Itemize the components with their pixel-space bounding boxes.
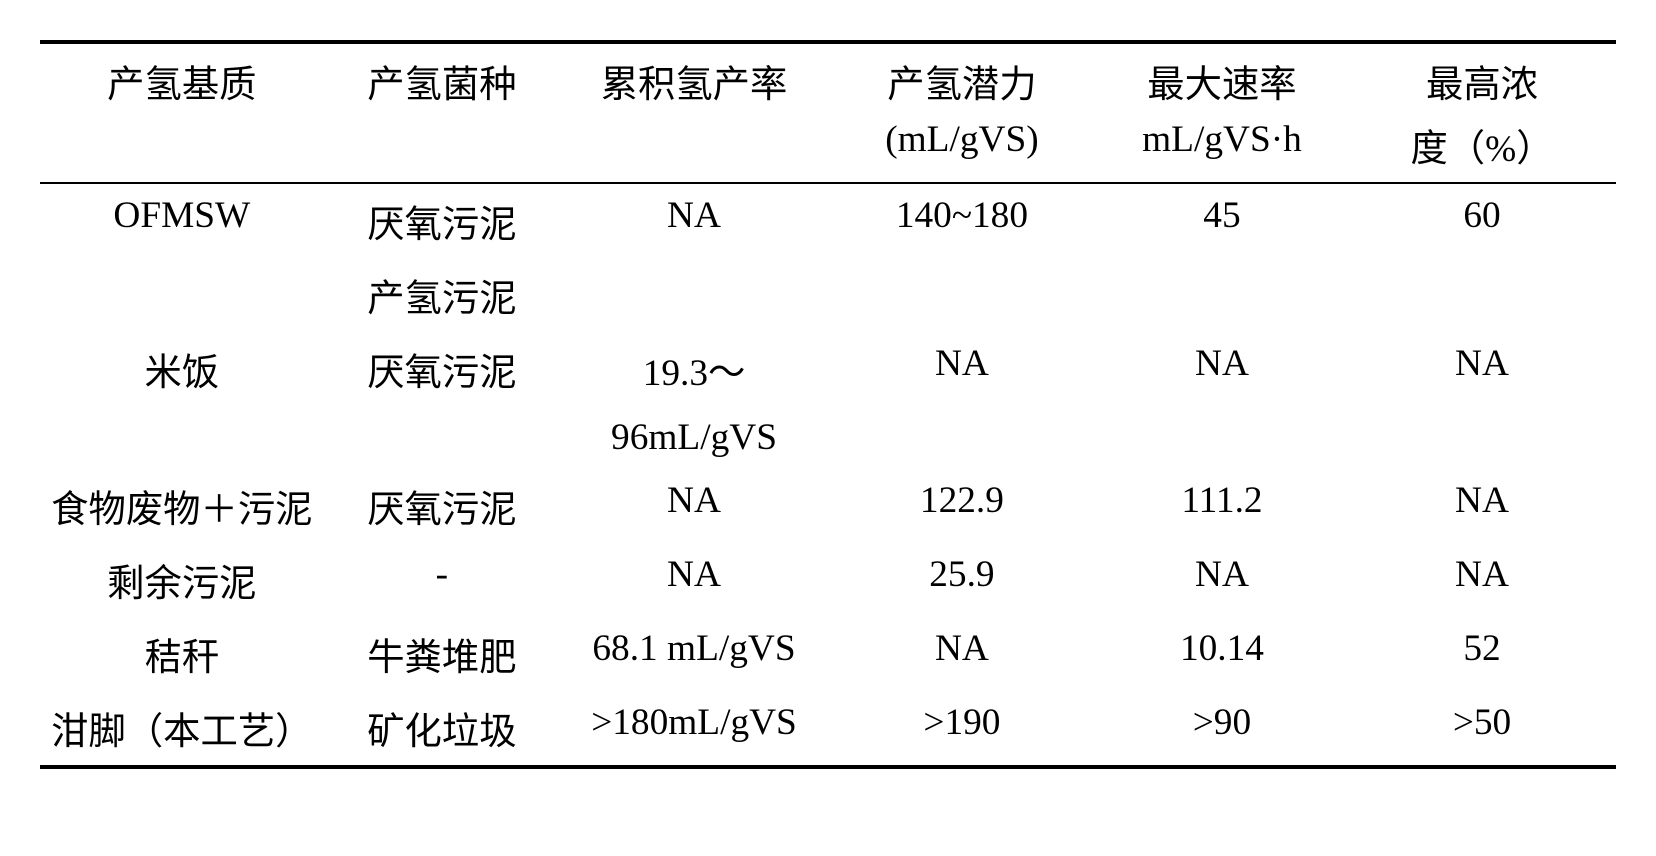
cell-strain: 矿化垃圾 — [324, 691, 560, 767]
cell-max-conc: 52 — [1348, 617, 1616, 691]
table-row-continuation: 产氢污泥 — [40, 258, 1616, 332]
cell-potential: 25.9 — [828, 543, 1096, 617]
cell-potential: NA — [828, 617, 1096, 691]
cell-cum-yield: NA — [560, 183, 828, 258]
cell-potential: 122.9 — [828, 469, 1096, 543]
cell-max-conc: 60 — [1348, 183, 1616, 258]
cell-cum-yield: >180mL/gVS — [560, 691, 828, 767]
cell-max-rate: 111.2 — [1096, 469, 1348, 543]
header-strain: 产氢菌种 — [324, 42, 560, 118]
header-substrate: 产氢基质 — [40, 42, 324, 118]
cell-strain: 厌氧污泥 — [324, 469, 560, 543]
cell-max-rate: NA — [1096, 332, 1348, 406]
unit-strain — [324, 118, 560, 183]
cell-max-conc: NA — [1348, 332, 1616, 406]
cell-max-conc: NA — [1348, 469, 1616, 543]
cell-cum-yield: NA — [560, 543, 828, 617]
cell-strain — [324, 406, 560, 469]
cell-substrate: 米饭 — [40, 332, 324, 406]
cell-max-conc: NA — [1348, 543, 1616, 617]
cell-strain: 厌氧污泥 — [324, 183, 560, 258]
table-header: 产氢基质 产氢菌种 累积氢产率 产氢潜力 最大速率 最高浓 (mL/gVS) m… — [40, 42, 1616, 183]
cell-potential: 140~180 — [828, 183, 1096, 258]
cell-strain: - — [324, 543, 560, 617]
table-row: 秸秆牛粪堆肥68.1 mL/gVSNA10.1452 — [40, 617, 1616, 691]
header-potential: 产氢潜力 — [828, 42, 1096, 118]
table-row: 泔脚（本工艺）矿化垃圾>180mL/gVS>190>90>50 — [40, 691, 1616, 767]
cell-max-rate: 10.14 — [1096, 617, 1348, 691]
cell-potential — [828, 258, 1096, 332]
table-row: 米饭厌氧污泥19.3～NANANA — [40, 332, 1616, 406]
cell-max-rate: 45 — [1096, 183, 1348, 258]
cell-max-conc — [1348, 406, 1616, 469]
cell-max-conc: >50 — [1348, 691, 1616, 767]
table-row: 食物废物＋污泥厌氧污泥NA122.9111.2NA — [40, 469, 1616, 543]
cell-cum-yield: 19.3～ — [560, 332, 828, 406]
hydrogen-production-table: 产氢基质 产氢菌种 累积氢产率 产氢潜力 最大速率 最高浓 (mL/gVS) m… — [40, 40, 1616, 769]
cell-cum-yield: 96mL/gVS — [560, 406, 828, 469]
header-max-rate: 最大速率 — [1096, 42, 1348, 118]
cell-substrate — [40, 258, 324, 332]
cell-max-rate — [1096, 406, 1348, 469]
cell-max-rate: NA — [1096, 543, 1348, 617]
cell-max-rate: >90 — [1096, 691, 1348, 767]
table-row-continuation: 96mL/gVS — [40, 406, 1616, 469]
cell-strain: 牛粪堆肥 — [324, 617, 560, 691]
cell-substrate: 泔脚（本工艺） — [40, 691, 324, 767]
cell-potential — [828, 406, 1096, 469]
cell-max-conc — [1348, 258, 1616, 332]
table-row: OFMSW厌氧污泥NA140~1804560 — [40, 183, 1616, 258]
cell-substrate: 剩余污泥 — [40, 543, 324, 617]
cell-cum-yield — [560, 258, 828, 332]
cell-substrate: OFMSW — [40, 183, 324, 258]
cell-potential: NA — [828, 332, 1096, 406]
unit-substrate — [40, 118, 324, 183]
cell-strain: 产氢污泥 — [324, 258, 560, 332]
cell-potential: >190 — [828, 691, 1096, 767]
unit-max-rate: mL/gVS·h — [1096, 118, 1348, 183]
cell-substrate: 食物废物＋污泥 — [40, 469, 324, 543]
cell-max-rate — [1096, 258, 1348, 332]
header-cum-yield: 累积氢产率 — [560, 42, 828, 118]
table-body: OFMSW厌氧污泥NA140~1804560产氢污泥米饭厌氧污泥19.3～NAN… — [40, 183, 1616, 767]
table-row: 剩余污泥-NA25.9NANA — [40, 543, 1616, 617]
unit-cum-yield — [560, 118, 828, 183]
cell-cum-yield: NA — [560, 469, 828, 543]
cell-cum-yield: 68.1 mL/gVS — [560, 617, 828, 691]
unit-potential: (mL/gVS) — [828, 118, 1096, 183]
cell-substrate — [40, 406, 324, 469]
unit-max-conc: 度（%） — [1348, 118, 1616, 183]
header-max-conc: 最高浓 — [1348, 42, 1616, 118]
cell-substrate: 秸秆 — [40, 617, 324, 691]
cell-strain: 厌氧污泥 — [324, 332, 560, 406]
